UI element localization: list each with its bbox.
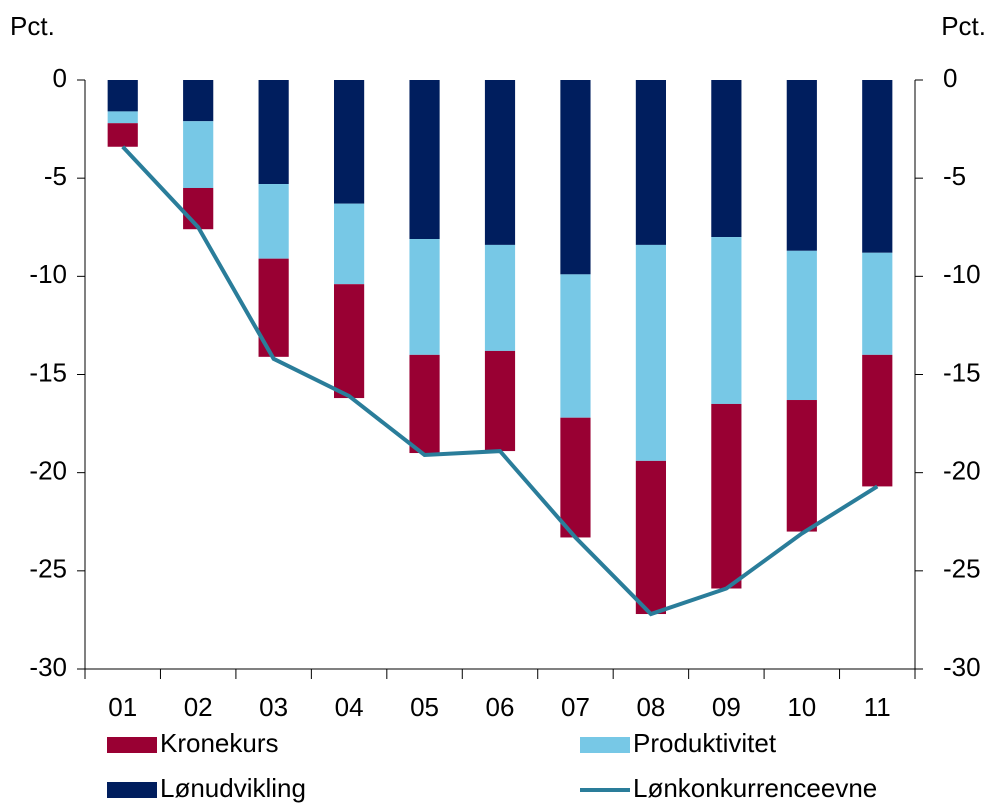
bar	[183, 121, 214, 188]
y-tick-label: -5	[44, 161, 67, 191]
y-axis-label: Pct.	[10, 11, 55, 41]
bar	[107, 111, 138, 124]
bar	[484, 350, 516, 452]
x-tick-label: 02	[184, 692, 213, 722]
bar	[560, 417, 591, 538]
bar	[635, 460, 666, 615]
y2-tick-label: -10	[943, 259, 981, 289]
bar	[635, 80, 666, 245]
y2-tick-label: -30	[943, 652, 981, 682]
legend-swatch	[107, 737, 157, 753]
y-tick-label: -20	[29, 456, 67, 486]
bar	[484, 80, 516, 245]
bar	[334, 203, 365, 285]
bar	[711, 237, 742, 404]
bar	[334, 80, 365, 204]
x-tick-label: 08	[636, 692, 665, 722]
bar	[786, 80, 817, 251]
bar	[786, 250, 817, 401]
bar	[711, 80, 742, 238]
x-tick-label: 05	[410, 692, 439, 722]
bar	[107, 80, 138, 112]
bar	[258, 184, 289, 259]
x-tick-label: 07	[561, 692, 590, 722]
y-tick-label: 0	[53, 63, 67, 93]
x-tick-label: 06	[486, 692, 515, 722]
bar	[711, 403, 742, 589]
bar	[862, 354, 893, 487]
x-tick-label: 04	[335, 692, 364, 722]
x-tick-label: 03	[259, 692, 288, 722]
bar	[560, 274, 591, 418]
legend-label: Produktivitet	[633, 728, 777, 758]
y2-tick-label: -15	[943, 357, 981, 387]
bar	[258, 80, 289, 185]
bar	[183, 80, 214, 122]
bar	[183, 187, 214, 230]
y2-tick-label: -20	[943, 456, 981, 486]
x-tick-label: 01	[108, 692, 137, 722]
y-tick-label: -25	[29, 554, 67, 584]
y-tick-label: -10	[29, 259, 67, 289]
x-tick-label: 10	[787, 692, 816, 722]
y2-tick-label: -25	[943, 554, 981, 584]
legend-swatch	[580, 737, 630, 753]
bar	[635, 244, 666, 461]
bar	[484, 244, 516, 351]
bar	[862, 80, 893, 253]
bar	[862, 252, 893, 355]
bar	[786, 400, 817, 532]
x-tick-label: 09	[712, 692, 741, 722]
legend-label: Kronekurs	[160, 728, 279, 758]
bar	[409, 80, 440, 240]
y-tick-label: -30	[29, 652, 67, 682]
legend-swatch	[107, 782, 157, 798]
bar	[107, 123, 138, 147]
line	[121, 145, 879, 617]
bar	[409, 239, 440, 355]
y2-axis-label: Pct.	[941, 11, 986, 41]
y2-tick-label: -5	[943, 161, 966, 191]
bar	[409, 354, 440, 454]
y2-tick-label: 0	[943, 63, 957, 93]
legend-label: Lønudvikling	[160, 773, 306, 803]
y-tick-label: -15	[29, 357, 67, 387]
bar	[334, 284, 365, 399]
legend-label: Lønkonkurrenceevne	[633, 773, 877, 803]
bar	[560, 80, 591, 275]
x-tick-label: 11	[864, 692, 891, 722]
